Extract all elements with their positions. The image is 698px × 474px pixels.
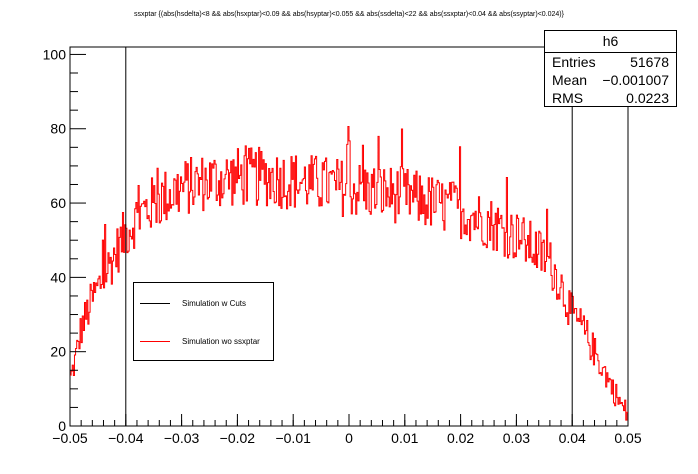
stats-entries-label: Entries: [552, 54, 596, 70]
y-tick-label: 100: [43, 46, 67, 62]
x-tick-label: −0.05: [52, 430, 88, 446]
y-tick-label: 20: [50, 344, 66, 360]
x-tick-label: −0.01: [275, 430, 311, 446]
x-tick-label: −0.02: [220, 430, 256, 446]
stats-mean-label: Mean: [552, 72, 588, 88]
axes: −0.05 −0.04 −0.03 −0.02 −0.01 0 0.01 0.02 0.03 0.…: [43, 46, 642, 446]
series-no-cut: [70, 125, 628, 421]
x-tick-label: −0.04: [108, 430, 144, 446]
x-tick-label: 0.01: [391, 430, 418, 446]
y-tick-label: 60: [50, 195, 66, 211]
x-tick-label: −0.03: [164, 430, 200, 446]
x-tick-label: 0.02: [447, 430, 474, 446]
x-tick-label: 0: [345, 430, 353, 446]
stats-rms-value: 0.0223: [626, 90, 669, 106]
stats-entries-value: 51678: [630, 54, 669, 70]
stats-histogram-name: h6: [545, 31, 676, 53]
y-tick-label: 80: [50, 121, 66, 137]
stats-row-entries: Entries 51678: [545, 53, 676, 71]
legend-label-no-cut: Simulation wo ssxptar: [182, 336, 260, 346]
chart-title: ssxptar {(abs(hsdelta)<8 && abs(hsxptar)…: [134, 11, 564, 18]
legend-label-cuts: Simulation w Cuts: [182, 298, 247, 308]
legend-swatch-cuts: [140, 302, 170, 304]
stats-row-mean: Mean −0.001007: [545, 71, 676, 89]
legend-entry-cuts: Simulation w Cuts: [140, 297, 246, 309]
legend-entry-no-cut: Simulation wo ssxptar: [140, 335, 260, 347]
x-tick-label: 0.03: [503, 430, 530, 446]
stats-rms-label: RMS: [552, 90, 584, 106]
legend-swatch-no-cut: [140, 340, 170, 342]
y-tick-label: 0: [58, 418, 66, 434]
y-tick-label: 40: [50, 269, 66, 285]
stats-box: h6 Entries 51678 Mean −0.001007 RMS 0.02…: [544, 30, 677, 107]
data-layer: [70, 47, 628, 426]
stats-row-rms: RMS 0.0223: [545, 89, 676, 107]
legend: Simulation w Cuts Simulation wo ssxptar: [133, 282, 274, 361]
stats-mean-value: −0.001007: [602, 72, 669, 88]
x-tick-label: 0.05: [614, 430, 641, 446]
x-tick-label: 0.04: [559, 430, 586, 446]
